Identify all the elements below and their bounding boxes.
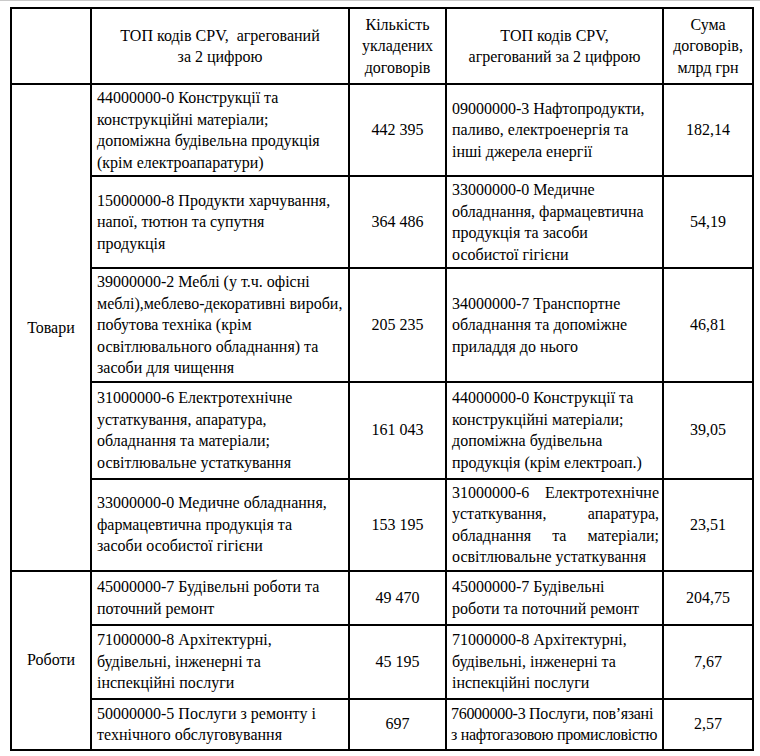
table-row: 71000000-8 Архітектурні, будівельні, інж… <box>11 625 753 699</box>
right-desc-cell: 76000000-3 Послуги, пов’язані з нафтогаз… <box>446 699 663 750</box>
right-desc-cell: 45000000-7 Будівельні роботи та поточний… <box>446 571 663 625</box>
sum-cell: 46,81 <box>663 268 753 382</box>
count-cell: 161 043 <box>349 382 446 479</box>
left-desc-cell: 15000000-8 Продукти харчування, напої, т… <box>91 176 349 268</box>
table-row: 39000000-2 Меблі (у т.ч. офісні меблі),м… <box>11 268 753 382</box>
right-desc-cell: 31000000-6 Електротехнічне устаткування,… <box>446 479 663 571</box>
header-left-desc-text: ТОП кодів CPV, агрегований за 2 цифрою <box>115 25 325 68</box>
header-left-desc: ТОП кодів CPV, агрегований за 2 цифрою <box>91 8 349 84</box>
sum-cell: 204,75 <box>663 571 753 625</box>
count-cell: 442 395 <box>349 84 446 176</box>
header-row: ТОП кодів CPV, агрегований за 2 цифрою К… <box>11 8 753 84</box>
table-row: 33000000-0 Медичне обладнання, фармацевт… <box>11 479 753 571</box>
header-sum: Сума договорів, млрд грн <box>663 8 753 84</box>
table-row: Роботи45000000-7 Будівельні роботи та по… <box>11 571 753 625</box>
table-row: Товари44000000-0 Конструкції та конструк… <box>11 84 753 176</box>
count-cell: 697 <box>349 699 446 750</box>
sum-cell: 54,19 <box>663 176 753 268</box>
sum-cell: 2,57 <box>663 699 753 750</box>
count-cell: 153 195 <box>349 479 446 571</box>
right-desc-cell: 71000000-8 Архітектурні, будівельні, інж… <box>446 625 663 699</box>
left-desc-cell: 39000000-2 Меблі (у т.ч. офісні меблі),м… <box>91 268 349 382</box>
left-desc-cell: 31000000-6 Електротехнічне устаткування,… <box>91 382 349 479</box>
left-desc-cell: 33000000-0 Медичне обладнання, фармацевт… <box>91 479 349 571</box>
page: ТОП кодів CPV, агрегований за 2 цифрою К… <box>0 0 760 756</box>
left-desc-cell: 71000000-8 Архітектурні, будівельні, інж… <box>91 625 349 699</box>
sum-cell: 182,14 <box>663 84 753 176</box>
count-cell: 49 470 <box>349 571 446 625</box>
header-count-text: Кількість укладених договорів <box>352 14 443 79</box>
left-desc-cell: 44000000-0 Конструкції та конструкційні … <box>91 84 349 176</box>
group-label: Товари <box>11 84 91 571</box>
count-cell: 45 195 <box>349 625 446 699</box>
right-desc-cell: 34000000-7 Транспортне обладнання та доп… <box>446 268 663 382</box>
header-sum-text: Сума договорів, млрд грн <box>666 14 750 79</box>
count-cell: 205 235 <box>349 268 446 382</box>
group-label: Роботи <box>11 571 91 750</box>
cpv-table: ТОП кодів CPV, агрегований за 2 цифрою К… <box>10 7 754 751</box>
right-desc-cell: 44000000-0 Конструкції та конструкційні … <box>446 382 663 479</box>
count-cell: 364 486 <box>349 176 446 268</box>
left-desc-cell: 50000000-5 Послуги з ремонту і технічног… <box>91 699 349 750</box>
left-desc-cell: 45000000-7 Будівельні роботи та поточний… <box>91 571 349 625</box>
table-row: 50000000-5 Послуги з ремонту і технічног… <box>11 699 753 750</box>
table-row: 31000000-6 Електротехнічне устаткування,… <box>11 382 753 479</box>
header-right-desc: ТОП кодів CPV, агрегований за 2 цифрою <box>446 8 663 84</box>
header-count: Кількість укладених договорів <box>349 8 446 84</box>
sum-cell: 23,51 <box>663 479 753 571</box>
header-right-desc-text: ТОП кодів CPV, агрегований за 2 цифрою <box>457 25 652 68</box>
sum-cell: 39,05 <box>663 382 753 479</box>
table-row: 15000000-8 Продукти харчування, напої, т… <box>11 176 753 268</box>
right-desc-cell: 09000000-3 Нафтопродукти, паливо, електр… <box>446 84 663 176</box>
sum-cell: 7,67 <box>663 625 753 699</box>
header-group-cell <box>11 8 91 84</box>
right-desc-cell: 33000000-0 Медичне обладнання, фармацевт… <box>446 176 663 268</box>
page-top-edge <box>0 0 760 1</box>
